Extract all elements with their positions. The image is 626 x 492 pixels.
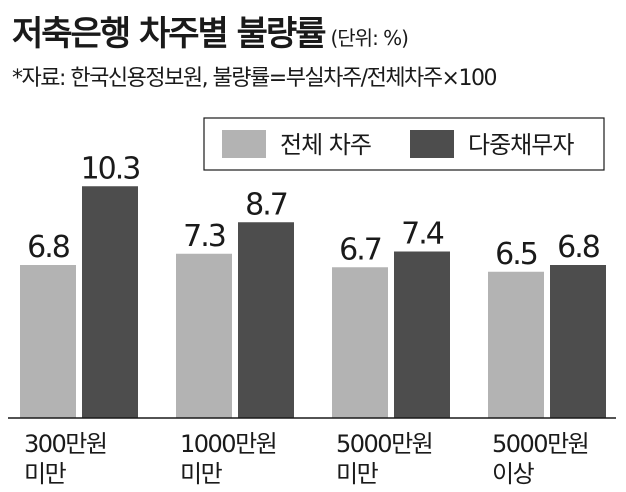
data-label-2-4: 6.8 — [557, 230, 600, 265]
x-tick-label-4-2: 이상 — [492, 460, 535, 488]
bars-group: 6.8 10.3 7.3 8.7 6.7 7.4 6.5 6.8 — [20, 151, 606, 418]
data-label-2-1: 10.3 — [81, 151, 140, 186]
data-label-1-1: 6.8 — [27, 230, 70, 265]
bar-1-2 — [176, 253, 232, 418]
data-label-2-3: 7.4 — [401, 217, 444, 252]
chart-title: 저축은행 차주별 불량률 — [12, 14, 326, 54]
data-label-1-4: 6.5 — [495, 237, 537, 272]
x-tick-label-3-2: 미만 — [336, 460, 379, 488]
bar-2-1 — [82, 186, 138, 418]
x-tick-label-1-2: 미만 — [24, 460, 67, 488]
x-tick-label-4-1: 5000만원 — [492, 430, 588, 458]
legend-swatch-1 — [222, 130, 266, 158]
data-label-1-2: 7.3 — [183, 219, 225, 254]
bar-2-3 — [394, 251, 450, 418]
bar-1-4 — [488, 271, 544, 418]
source-note: *자료: 한국신용정보원, 불량률=부실차주/전체차주×100 — [12, 66, 497, 91]
legend-swatch-2 — [410, 130, 454, 158]
bar-2-2 — [238, 222, 294, 418]
x-tick-label-2-1: 1000만원 — [180, 430, 276, 458]
legend: 전체 차주 다중채무자 — [222, 130, 575, 159]
data-label-1-3: 6.7 — [339, 232, 381, 267]
bar-2-4 — [550, 265, 606, 418]
legend-label-2: 다중채무자 — [468, 131, 574, 159]
legend-box — [203, 117, 605, 171]
bar-1-3 — [332, 267, 388, 418]
x-tick-label-2-2: 미만 — [180, 460, 223, 488]
bar-1-1 — [20, 265, 76, 418]
chart-title-block: 저축은행 차주별 불량률 (단위: %) — [12, 6, 409, 55]
x-tick-label-3-1: 5000만원 — [336, 430, 432, 458]
data-label-2-2: 8.7 — [245, 187, 287, 222]
x-tick-label-1-1: 300만원 — [24, 430, 106, 458]
legend-label-1: 전체 차주 — [280, 131, 371, 159]
unit-label: (단위: %) — [330, 26, 409, 50]
